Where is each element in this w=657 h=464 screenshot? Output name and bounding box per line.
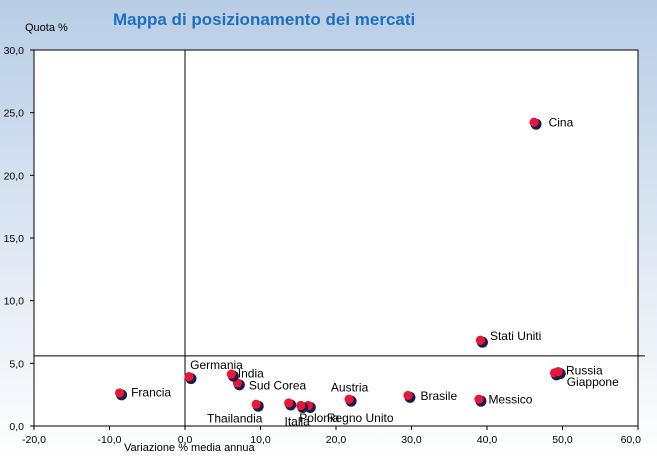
y-tick-label: 20,0 bbox=[4, 170, 25, 182]
data-point-label: Italia bbox=[285, 414, 311, 428]
x-tick-label: -20,0 bbox=[22, 434, 46, 446]
data-point-marker bbox=[226, 369, 236, 379]
y-axis-label: Quota % bbox=[25, 22, 68, 34]
x-tick-label: 60,0 bbox=[621, 434, 642, 446]
data-point bbox=[296, 400, 309, 413]
data-point-marker bbox=[553, 367, 563, 377]
chart-title: Mappa di posizionamento dei mercati bbox=[113, 10, 415, 29]
data-point-marker bbox=[529, 117, 539, 127]
data-point bbox=[474, 394, 487, 407]
data-point bbox=[226, 369, 239, 382]
data-point-marker bbox=[184, 372, 194, 382]
data-point-marker bbox=[251, 399, 261, 409]
data-point bbox=[251, 399, 264, 412]
x-axis-ticks: -20,0 -10,0 0,0 10,0 20,0 30,0 40,0 50,0 60,0 bbox=[22, 426, 641, 446]
data-point-marker bbox=[474, 394, 484, 404]
data-point-marker bbox=[296, 400, 306, 411]
data-point-label: Polonia bbox=[299, 411, 339, 425]
data-point-label: Regno Unito bbox=[327, 411, 394, 425]
y-tick-label: 5,0 bbox=[9, 358, 24, 370]
data-point bbox=[403, 390, 416, 403]
x-tick-label: 20,0 bbox=[326, 434, 347, 446]
y-tick-label: 15,0 bbox=[4, 233, 25, 245]
x-tick-label: 0,0 bbox=[178, 434, 193, 446]
data-point bbox=[184, 372, 197, 385]
y-tick-label: 0,0 bbox=[9, 421, 24, 433]
data-point-label: Francia bbox=[131, 385, 171, 399]
data-point bbox=[475, 335, 488, 348]
y-tick-label: 10,0 bbox=[4, 296, 25, 308]
data-point-label: Sud Corea bbox=[249, 378, 307, 392]
data-point-label: Brasile bbox=[420, 389, 457, 403]
data-point bbox=[553, 367, 566, 380]
data-point-label: Austria bbox=[331, 381, 369, 395]
plot-area bbox=[33, 49, 639, 427]
data-point-marker bbox=[114, 388, 125, 398]
y-tick-label: 25,0 bbox=[4, 108, 25, 120]
data-point-label: Giappone bbox=[567, 375, 619, 389]
data-point-marker bbox=[344, 394, 354, 404]
data-points bbox=[114, 117, 566, 413]
x-tick-label: 50,0 bbox=[552, 434, 573, 446]
data-point-label: Thailandia bbox=[207, 412, 263, 426]
y-tick-label: 30,0 bbox=[4, 45, 25, 57]
data-point-label: Messico bbox=[488, 393, 532, 407]
data-point-label: Germania bbox=[190, 358, 243, 372]
data-point-label: Cina bbox=[549, 116, 574, 130]
data-point-marker bbox=[475, 335, 486, 345]
data-point-marker bbox=[403, 390, 413, 401]
data-point-marker bbox=[284, 398, 294, 408]
data-point bbox=[344, 394, 357, 407]
x-tick-label: 40,0 bbox=[477, 434, 498, 446]
y-axis-ticks: 0,0 5,0 10,0 15,0 20,0 25,0 30,0 bbox=[4, 45, 34, 433]
data-point bbox=[114, 388, 128, 401]
x-axis-label: Variazione % media annua bbox=[124, 442, 256, 454]
x-tick-label: 30,0 bbox=[401, 434, 422, 446]
data-point-label: Russia bbox=[566, 363, 603, 377]
data-point bbox=[529, 117, 542, 130]
x-tick-label: -10,0 bbox=[98, 434, 122, 446]
x-tick-label: 10,0 bbox=[250, 434, 271, 446]
data-point-label: India bbox=[238, 367, 264, 381]
reference-lines bbox=[34, 50, 645, 426]
data-point bbox=[284, 398, 297, 411]
data-point-label: Stati Uniti bbox=[490, 329, 541, 343]
